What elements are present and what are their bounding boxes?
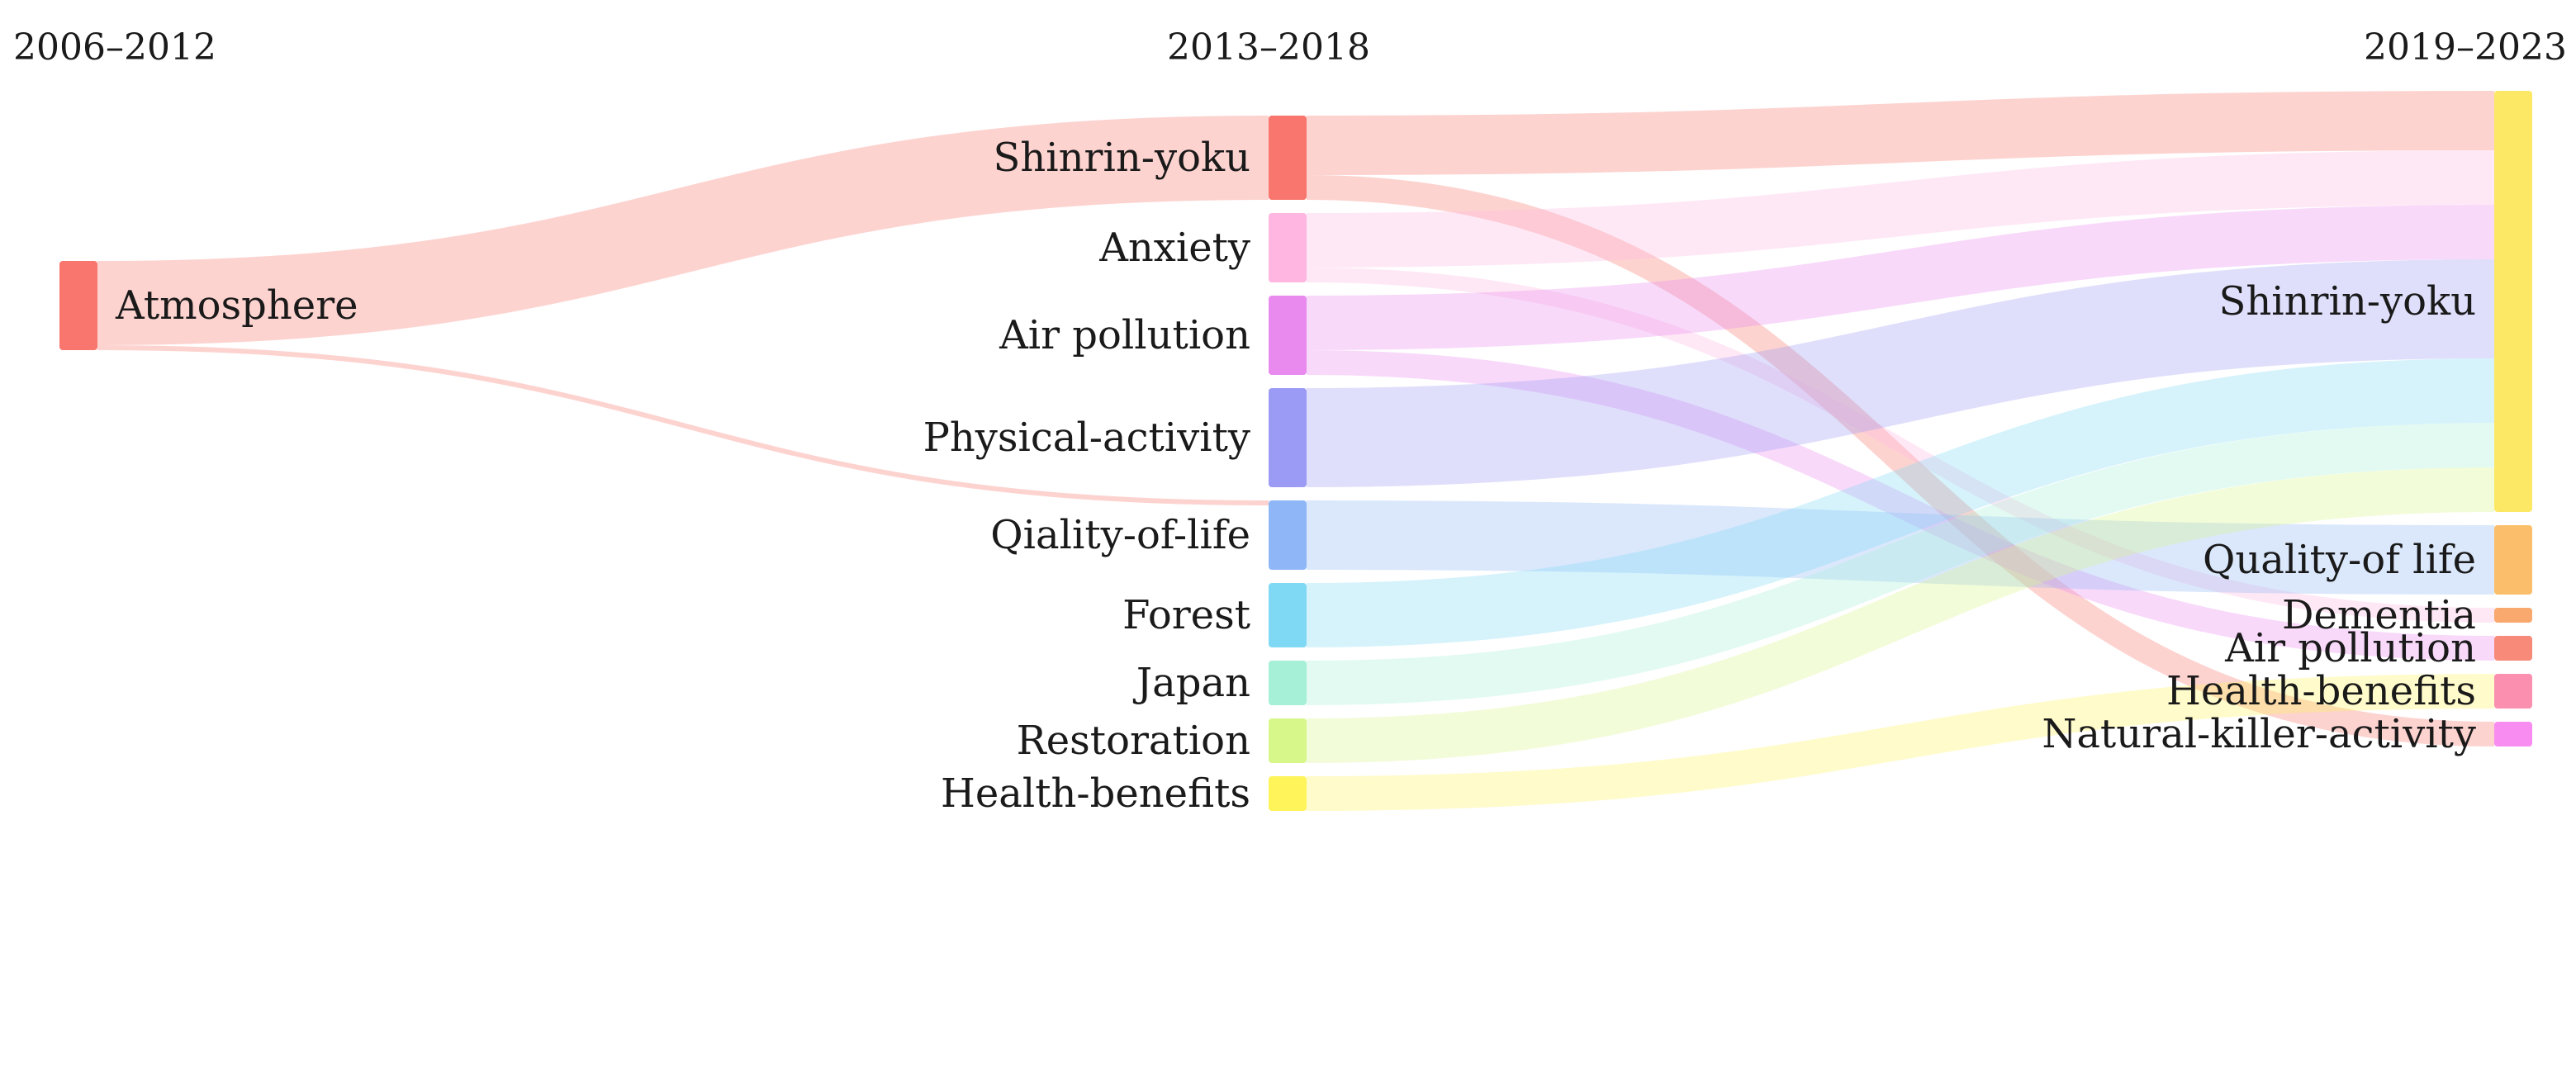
link-qol13-to-qol19 (1306, 500, 2495, 595)
period-label-2013-2018: 2013–2018 (1167, 26, 1370, 69)
node-anx[interactable] (1269, 213, 1307, 282)
node-nka[interactable] (2494, 722, 2532, 747)
node-label-atm: Atmosphere (115, 282, 358, 329)
node-label-japan: Japan (1132, 660, 1250, 706)
link-japan-to-sy19 (1306, 423, 2495, 705)
node-label-pa: Physical-activity (923, 415, 1250, 461)
node-labels: Atmosphere Shinrin-yoku Anxiety Air polluti… (115, 135, 2476, 817)
link-ap13-to-ap19 (1306, 350, 2495, 661)
link-ap13-to-sy19 (1306, 205, 2495, 350)
node-qol19[interactable] (2494, 525, 2532, 595)
period-labels: 2006–2012 2013–2018 2019–2023 (13, 26, 2567, 69)
node-forest[interactable] (1269, 583, 1307, 647)
node-ap19[interactable] (2494, 636, 2532, 661)
node-label-dem: Dementia (2282, 592, 2476, 638)
node-rest[interactable] (1269, 718, 1307, 763)
node-label-forest: Forest (1122, 592, 1250, 638)
node-hb19[interactable] (2494, 674, 2532, 709)
period-label-2019-2023: 2019–2023 (2364, 26, 2567, 69)
link-sy13-to-nka (1306, 175, 2495, 747)
node-sy19[interactable] (2494, 91, 2532, 512)
node-qol13[interactable] (1269, 500, 1307, 570)
node-label-qol13: Qiality-of-life (990, 512, 1250, 558)
node-label-anx: Anxiety (1098, 225, 1250, 271)
link-pa-to-sy19 (1306, 259, 2495, 487)
node-ap13[interactable] (1269, 296, 1307, 375)
node-label-hb19: Health-benefits (2166, 668, 2476, 714)
node-label-hb13: Health-benefits (941, 770, 1250, 817)
node-label-qol19: Quality-of life (2203, 537, 2476, 583)
link-rest-to-sy19 (1306, 467, 2495, 763)
node-label-rest: Restoration (1017, 718, 1250, 764)
period-label-2006-2012: 2006–2012 (13, 26, 216, 69)
link-atm-to-sy13 (97, 116, 1269, 345)
node-hb13[interactable] (1269, 776, 1307, 811)
link-forest-to-sy19 (1306, 358, 2495, 647)
node-sy13[interactable] (1269, 116, 1307, 200)
node-label-sy19: Shinrin-yoku (2218, 278, 2476, 325)
link-atm-to-qol13 (97, 345, 1269, 505)
node-japan[interactable] (1269, 661, 1307, 705)
link-anx-to-sy19 (1306, 150, 2495, 268)
node-label-ap13: Air pollution (999, 312, 1250, 358)
node-label-nka: Natural-killer-activity (2042, 711, 2476, 757)
link-anx-to-dem (1306, 268, 2495, 623)
link-hb13-to-hb19 (1306, 674, 2495, 811)
flow-links (97, 91, 2495, 811)
node-dem[interactable] (2494, 608, 2532, 623)
node-atm[interactable] (59, 261, 97, 350)
node-pa[interactable] (1269, 388, 1307, 487)
link-sy13-to-sy19 (1306, 91, 2495, 175)
node-label-ap19: Air pollution (2224, 625, 2476, 671)
flow-nodes (59, 91, 2532, 811)
node-label-sy13: Shinrin-yoku (993, 135, 1250, 181)
